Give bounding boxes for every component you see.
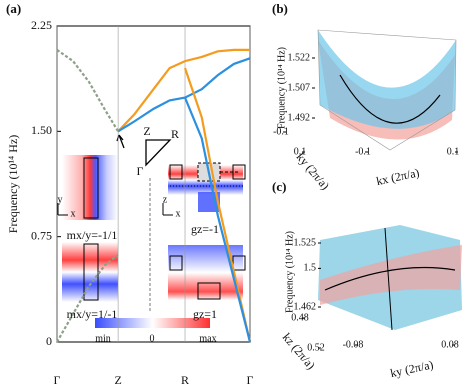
- y-axis-label: Frequency (10¹⁴ Hz): [6, 135, 20, 233]
- tick-label: -0.1: [355, 146, 371, 157]
- tick-label: -0.08: [343, 339, 364, 350]
- x-tick-label: Γ: [54, 373, 61, 387]
- band-line: [56, 48, 120, 132]
- annotation: Γ: [137, 164, 144, 178]
- annotation: R: [171, 127, 179, 141]
- band-line: [183, 67, 252, 343]
- tick-label: 1.525: [294, 237, 317, 248]
- y-tick-label: 0.75: [31, 228, 52, 242]
- annotation: min: [95, 333, 111, 344]
- panel-label: (b): [272, 1, 288, 16]
- y-tick-label: 2.25: [31, 18, 52, 32]
- y-tick-label: 1.50: [31, 123, 52, 137]
- tick-label: 0.1: [294, 146, 307, 157]
- annotation: x: [71, 208, 76, 219]
- annotation: mx/y=-1/1: [67, 228, 118, 242]
- tick-label: 0.52: [307, 342, 325, 353]
- surface-b: [317, 29, 457, 151]
- annotation: max: [199, 333, 216, 344]
- panel-label: (a): [6, 1, 21, 16]
- annotation: x: [176, 208, 181, 219]
- tick-label: 1.5: [304, 263, 317, 274]
- annotation: z: [163, 194, 168, 205]
- annotation: gz=-1: [191, 222, 219, 236]
- tick-label: 1.462: [294, 301, 317, 312]
- tick-label: 1.522: [288, 52, 311, 63]
- x-axis-label: ky (2π/a): [389, 357, 435, 380]
- surface-c: [318, 225, 462, 331]
- y-tick-label: 0: [46, 334, 52, 348]
- panel-label: (c): [272, 179, 286, 194]
- tick-label: 1.492: [288, 112, 311, 123]
- x-tick-label: Γ: [247, 373, 254, 387]
- annotation: y: [58, 194, 63, 205]
- tick-label: 0.48: [291, 312, 309, 323]
- x-tick-label: R: [181, 373, 189, 387]
- z-axis-label: Frequency (10¹⁴ Hz): [284, 231, 295, 313]
- band-line: [56, 254, 119, 343]
- x-tick-label: Z: [114, 373, 121, 387]
- band-line: [117, 57, 251, 133]
- tick-label: -0.1: [273, 126, 289, 137]
- band-line: [117, 48, 250, 133]
- tick-label: 1.507: [288, 82, 311, 93]
- tick-label: 0.1: [447, 146, 460, 157]
- tick-label: 0.08: [441, 339, 459, 350]
- annotation: Z: [143, 124, 150, 138]
- annotation: gz=1: [193, 307, 217, 321]
- annotation: mx/y=1/-1: [67, 307, 118, 321]
- x-axis-label: kx (2π/a): [375, 165, 421, 188]
- z-axis-label: Frequency (10¹⁴ Hz): [276, 47, 287, 129]
- band-line: [184, 97, 252, 343]
- annotation: 0: [150, 333, 155, 344]
